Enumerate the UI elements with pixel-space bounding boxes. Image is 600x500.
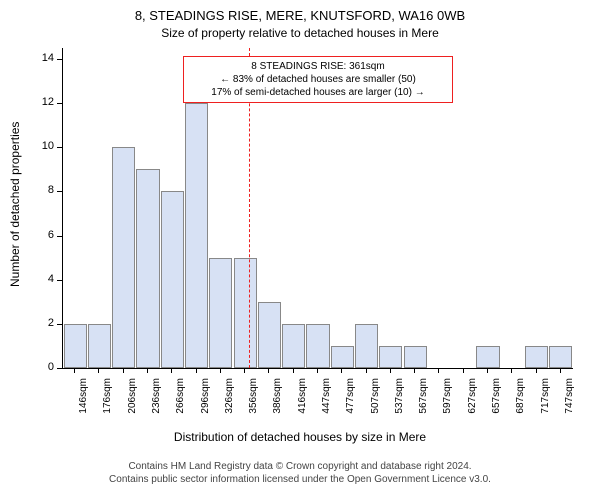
y-tick-label: 2 (32, 317, 54, 329)
plot-area: 8 STEADINGS RISE: 361sqm← 83% of detache… (62, 48, 573, 369)
x-tick-label: 386sqm (272, 378, 283, 428)
x-tick-label: 296sqm (200, 378, 211, 428)
x-tick-label: 416sqm (297, 378, 308, 428)
x-tick-mark (414, 368, 415, 373)
histogram-bar (476, 346, 499, 368)
x-tick-mark (341, 368, 342, 373)
x-tick-label: 206sqm (127, 378, 138, 428)
x-tick-label: 567sqm (418, 378, 429, 428)
x-tick-mark (536, 368, 537, 373)
annotation-line1: 8 STEADINGS RISE: 361sqm (190, 60, 446, 73)
y-axis-label: Number of detached properties (8, 127, 22, 287)
x-tick-mark (268, 368, 269, 373)
histogram-bar (525, 346, 548, 368)
y-tick-mark (57, 280, 62, 281)
x-tick-mark (463, 368, 464, 373)
histogram-bar (404, 346, 427, 368)
x-tick-label: 447sqm (321, 378, 332, 428)
histogram-bar (64, 324, 87, 368)
x-tick-label: 597sqm (442, 378, 453, 428)
histogram-bar (185, 103, 208, 368)
x-tick-mark (317, 368, 318, 373)
x-tick-mark (196, 368, 197, 373)
chart-title: 8, STEADINGS RISE, MERE, KNUTSFORD, WA16… (0, 8, 600, 23)
x-tick-mark (366, 368, 367, 373)
x-tick-mark (390, 368, 391, 373)
x-tick-label: 176sqm (102, 378, 113, 428)
footer-line2: Contains public sector information licen… (109, 474, 491, 485)
chart-container: 8, STEADINGS RISE, MERE, KNUTSFORD, WA16… (0, 0, 600, 500)
x-tick-label: 266sqm (175, 378, 186, 428)
x-tick-label: 537sqm (394, 378, 405, 428)
histogram-bar (88, 324, 111, 368)
x-tick-label: 326sqm (224, 378, 235, 428)
y-tick-mark (57, 324, 62, 325)
histogram-bar (282, 324, 305, 368)
histogram-bar (258, 302, 281, 368)
x-tick-label: 717sqm (540, 378, 551, 428)
annotation-line3: 17% of semi-detached houses are larger (… (190, 86, 446, 99)
x-tick-label: 477sqm (345, 378, 356, 428)
annotation-box: 8 STEADINGS RISE: 361sqm← 83% of detache… (183, 56, 453, 103)
y-tick-mark (57, 236, 62, 237)
x-tick-label: 657sqm (491, 378, 502, 428)
y-tick-mark (57, 191, 62, 192)
y-tick-label: 14 (32, 52, 54, 64)
x-tick-label: 627sqm (467, 378, 478, 428)
y-tick-label: 0 (32, 361, 54, 373)
histogram-bar (136, 169, 159, 368)
histogram-bar (234, 258, 257, 368)
histogram-bar (209, 258, 232, 368)
annotation-line2: ← 83% of detached houses are smaller (50… (190, 73, 446, 86)
y-tick-mark (57, 368, 62, 369)
y-tick-mark (57, 59, 62, 60)
x-axis-label: Distribution of detached houses by size … (0, 430, 600, 444)
histogram-bar (112, 147, 135, 368)
histogram-bar (306, 324, 329, 368)
y-tick-mark (57, 103, 62, 104)
x-tick-mark (147, 368, 148, 373)
y-tick-mark (57, 147, 62, 148)
x-tick-mark (98, 368, 99, 373)
x-tick-label: 687sqm (515, 378, 526, 428)
chart-subtitle: Size of property relative to detached ho… (0, 26, 600, 40)
y-tick-label: 8 (32, 184, 54, 196)
x-tick-mark (244, 368, 245, 373)
y-tick-label: 12 (32, 96, 54, 108)
x-tick-label: 747sqm (564, 378, 575, 428)
x-tick-label: 507sqm (370, 378, 381, 428)
x-tick-mark (438, 368, 439, 373)
x-tick-mark (171, 368, 172, 373)
x-tick-mark (560, 368, 561, 373)
histogram-bar (355, 324, 378, 368)
y-tick-label: 10 (32, 140, 54, 152)
y-tick-label: 6 (32, 229, 54, 241)
x-tick-label: 356sqm (248, 378, 259, 428)
x-tick-mark (487, 368, 488, 373)
x-tick-mark (220, 368, 221, 373)
y-tick-label: 4 (32, 273, 54, 285)
footer-attribution: Contains HM Land Registry data © Crown c… (0, 460, 600, 486)
histogram-bar (161, 191, 184, 368)
histogram-bar (549, 346, 572, 368)
x-tick-mark (293, 368, 294, 373)
x-tick-mark (511, 368, 512, 373)
x-tick-mark (74, 368, 75, 373)
histogram-bar (331, 346, 354, 368)
footer-line1: Contains HM Land Registry data © Crown c… (128, 461, 471, 472)
histogram-bar (379, 346, 402, 368)
x-tick-mark (123, 368, 124, 373)
x-tick-label: 236sqm (151, 378, 162, 428)
x-tick-label: 146sqm (78, 378, 89, 428)
